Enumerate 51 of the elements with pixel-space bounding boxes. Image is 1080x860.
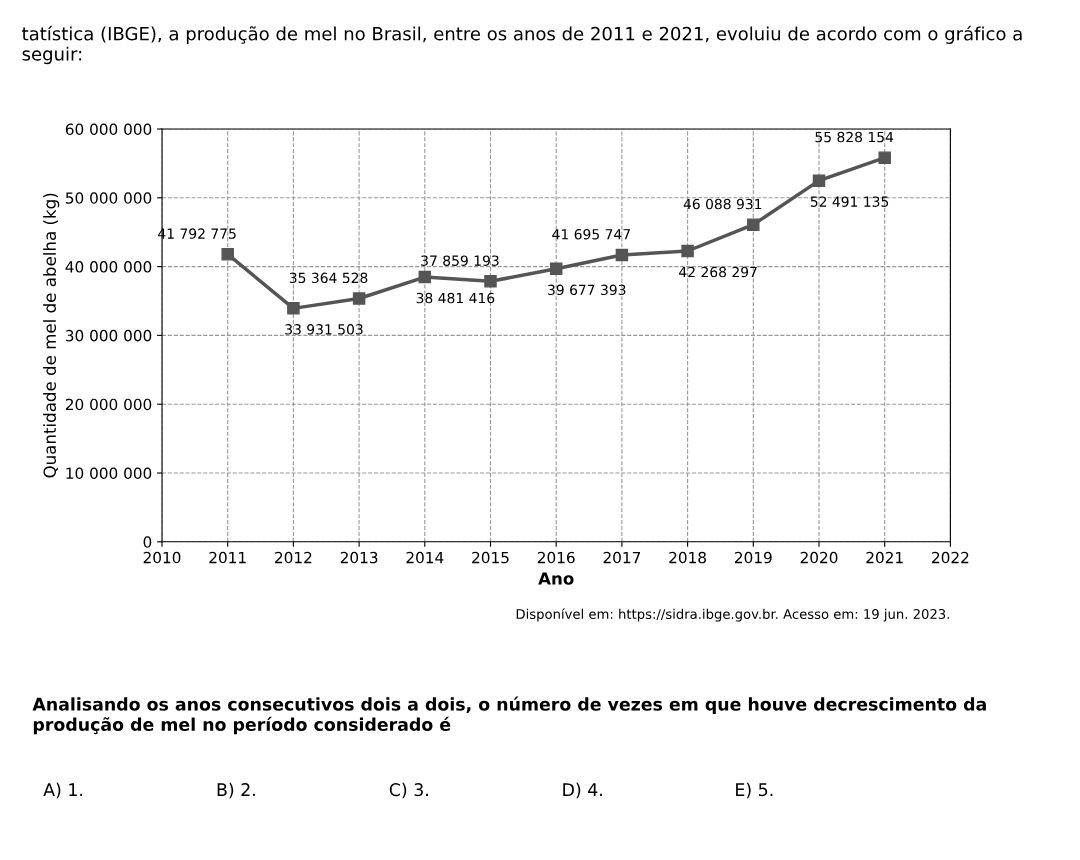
x-tick-label: 2018: [669, 551, 706, 564]
text: E) 5.: [736, 782, 773, 799]
point: [352, 292, 366, 305]
point: [812, 174, 826, 187]
point: [878, 151, 891, 164]
text: A) 1.: [43, 782, 83, 799]
text: C) 3.: [389, 782, 428, 799]
point: [681, 244, 694, 258]
x-axis-title: Ano: [538, 572, 574, 585]
text: B) 2.: [217, 782, 255, 799]
point: [221, 248, 234, 261]
data-label: 33 931 503: [285, 324, 363, 335]
point: [615, 248, 629, 262]
data-label: 41 695 747: [552, 229, 630, 240]
x-tick-label: 2015: [472, 551, 509, 564]
point: [287, 302, 300, 315]
text: Analisando os anos consecutivos dois a dois, o número de vezes em que houve decrescimento da produção de mel no período considerado é: [32, 696, 986, 735]
data-label: 39 677 393: [548, 284, 626, 296]
data-label: 55 828 154: [815, 131, 894, 143]
text: Disponível em: https://sidra.ibge.gov.br. Acesso em: 19 jun. 2023.: [516, 608, 949, 622]
data-label: 52 491 135: [810, 196, 889, 207]
x-tick-label: 2021: [866, 551, 903, 564]
x-tick-label: 2010: [143, 551, 181, 564]
point: [549, 262, 563, 276]
x-tick-label: 2022: [932, 551, 969, 564]
point: [418, 270, 432, 284]
x-tick-label: 2020: [800, 551, 838, 564]
y-tick-label: 40 000 000: [65, 261, 152, 273]
data-label: 38 481 416: [416, 292, 495, 304]
x-tick-label: 2011: [209, 551, 246, 564]
y-tick-label: 20 000 000: [65, 398, 152, 411]
y-tick-label: 50 000 000: [65, 192, 152, 204]
y-tick-label: 0: [143, 536, 152, 548]
y-tick-label: 10 000 000: [66, 467, 152, 480]
x-tick-label: 2016: [537, 551, 575, 564]
point: [747, 218, 760, 231]
text: D) 4.: [563, 782, 602, 799]
data-label: 46 088 931: [683, 198, 762, 210]
x-tick-label: 2019: [734, 551, 772, 564]
data-label: 35 364 528: [289, 272, 368, 284]
data-label: 42 268 297: [679, 266, 757, 278]
x-tick-label: 2013: [340, 551, 378, 564]
point: [484, 275, 497, 288]
y-axis-title: Quantidade de mel de abelha (kg): [43, 193, 60, 478]
y-tick-label: 30 000 000: [65, 329, 152, 342]
x-tick-label: 2014: [406, 551, 444, 564]
y-tick-label: 60 000 000: [65, 123, 152, 136]
chart-title: tatística (IBGE), a produção de mel no Brasil, entre os anos de 2011 e 2021, evoluiu de acordo com o gráfico a seguir:: [22, 25, 1022, 65]
x-tick-label: 2017: [603, 551, 641, 564]
data-label: 37 859 193: [421, 255, 499, 266]
x-tick-label: 2012: [275, 551, 312, 564]
